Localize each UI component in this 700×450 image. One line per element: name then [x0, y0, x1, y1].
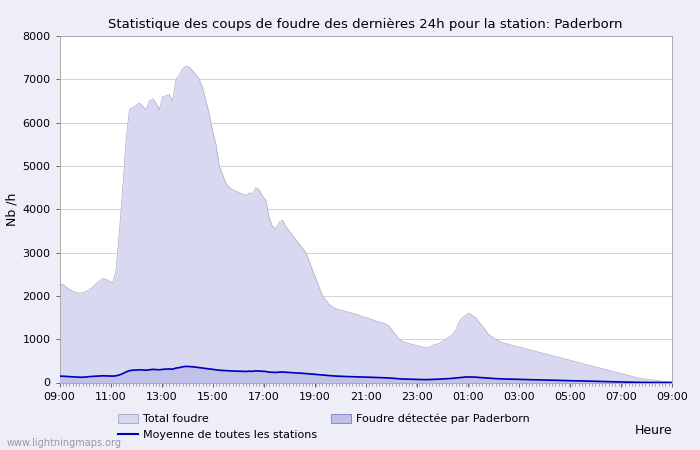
Legend: Total foudre, Moyenne de toutes les stations, Foudre détectée par Paderborn: Total foudre, Moyenne de toutes les stat… — [118, 414, 530, 440]
Title: Statistique des coups de foudre des dernières 24h pour la station: Paderborn: Statistique des coups de foudre des dern… — [108, 18, 623, 31]
Y-axis label: Nb /h: Nb /h — [5, 193, 18, 226]
Text: www.lightningmaps.org: www.lightningmaps.org — [7, 438, 122, 448]
Text: Heure: Heure — [634, 424, 672, 437]
